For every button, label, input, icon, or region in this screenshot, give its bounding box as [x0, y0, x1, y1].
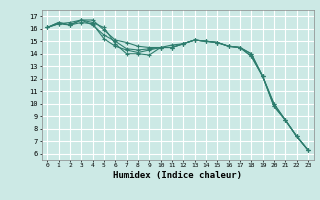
X-axis label: Humidex (Indice chaleur): Humidex (Indice chaleur): [113, 171, 242, 180]
